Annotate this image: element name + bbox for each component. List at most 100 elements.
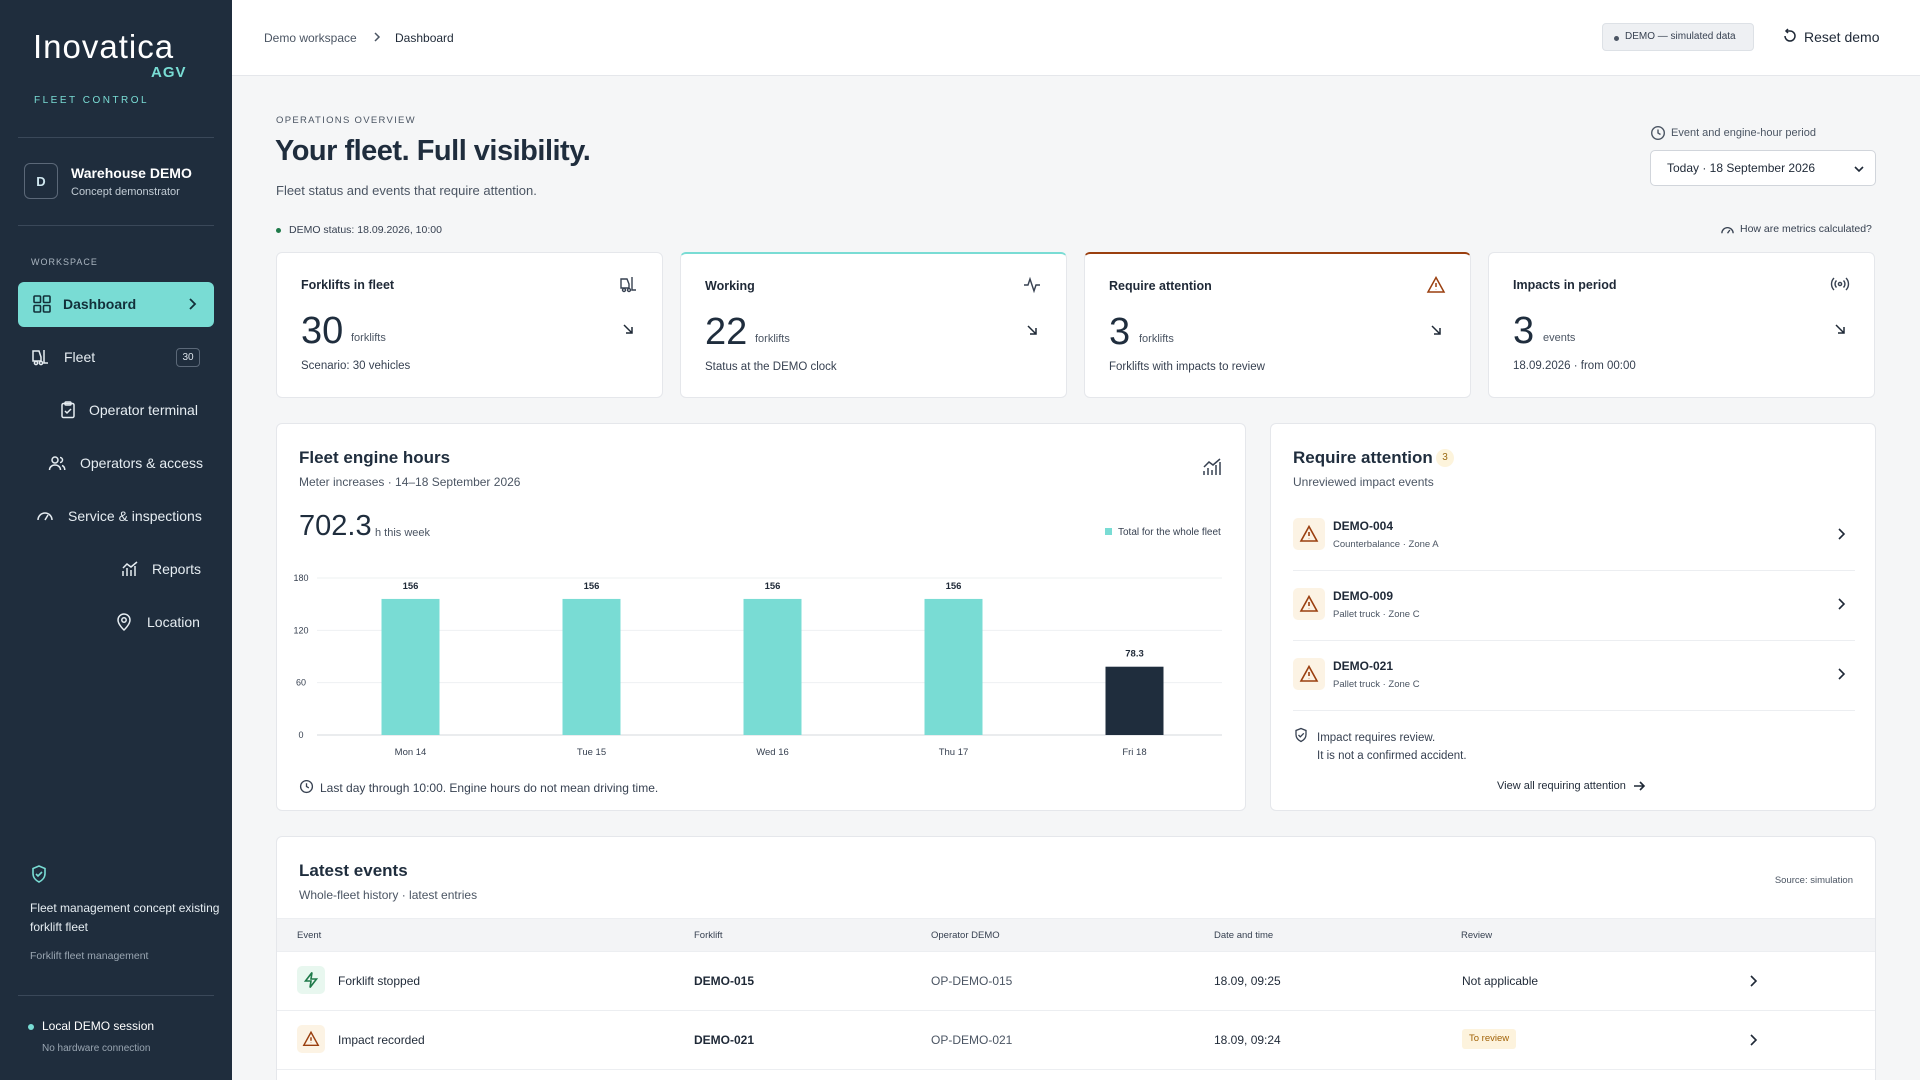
attention-item-subtitle: Pallet truck · Zone C [1333, 679, 1420, 690]
sidebar-item-label: Reports [152, 561, 202, 577]
kpi-unit: forklifts [755, 333, 790, 345]
bar [381, 598, 440, 735]
shield-check-icon [32, 865, 46, 883]
engine-hours-bar-chart: 180 120 60 0 156 Mon 14 156 Tue 15 156 Wed 16 156 T… [293, 573, 1222, 758]
y-tick-label: 60 [296, 678, 306, 688]
engine-hours-unit: h this week [375, 527, 431, 539]
attention-item[interactable]: DEMO-009 Pallet truck · Zone C [1293, 571, 1855, 641]
view-all-attention-label: View all requiring attention [1497, 780, 1626, 792]
attention-disclaimer-line2: It is not a confirmed accident. [1317, 750, 1467, 762]
session-status: Local DEMO session [28, 1019, 154, 1033]
chevron-right-icon [189, 298, 197, 310]
table-row[interactable]: Forklift stopped DEMO-015 OP-DEMO-015 18… [277, 952, 1875, 1011]
sidebar-item-location[interactable]: Location [18, 600, 214, 645]
kpi-title: Forklifts in fleet [301, 278, 395, 292]
users-icon [48, 456, 66, 471]
sidebar-item-fleet[interactable]: Fleet 30 [18, 335, 214, 380]
how-metrics-label: How are metrics calculated? [1740, 223, 1872, 235]
bolt-icon [297, 966, 325, 994]
event-type: Impact recorded [338, 1033, 425, 1047]
workspace-switcher[interactable]: D Warehouse DEMO Concept demonstrator [24, 163, 214, 203]
kpi-title: Require attention [1109, 279, 1212, 293]
engine-hours-subtitle: Meter increases · 14–18 September 2026 [299, 475, 521, 489]
sidebar-item-reports[interactable]: Reports [18, 547, 214, 592]
require-attention-card: Require attention 3 Unreviewed impact ev… [1270, 423, 1876, 811]
legend-swatch [1105, 528, 1112, 535]
warning-icon [1293, 518, 1325, 550]
logo-sub: AGV [151, 64, 187, 81]
kpi-footnote: Forklifts with impacts to review [1109, 361, 1265, 373]
session-label: Local DEMO session [42, 1019, 155, 1033]
sidebar-item-operators-access[interactable]: Operators & access [18, 441, 214, 486]
kpi-footnote: 18.09.2026 · from 00:00 [1513, 360, 1636, 372]
x-tick-label: Tue 15 [577, 747, 606, 758]
status-dot [1614, 36, 1619, 41]
bar-value-label: 156 [765, 581, 781, 592]
kpi-unit: forklifts [1139, 333, 1174, 345]
kpi-card-working[interactable]: Working 22 forklifts Status at the DEMO … [680, 252, 1067, 398]
arrow-down-right-icon [1027, 325, 1037, 335]
arrow-down-right-icon [623, 324, 633, 334]
sidebar-item-dashboard[interactable]: Dashboard [18, 282, 214, 327]
arrow-down-right-icon [1835, 324, 1845, 334]
y-tick-label: 180 [293, 573, 308, 583]
demo-mode-label: DEMO — simulated data [1625, 31, 1736, 42]
page-eyebrow: OPERATIONS OVERVIEW [276, 115, 416, 126]
event-review-status: Not applicable [1462, 974, 1539, 988]
chart-icon [122, 561, 138, 576]
event-type: Forklift stopped [338, 974, 421, 988]
engine-hours-note-text: Last day through 10:00. Engine hours do … [320, 781, 659, 795]
to-review-badge: To review [1462, 1029, 1517, 1049]
y-tick-label: 0 [298, 730, 303, 740]
arrow-right-icon [1633, 781, 1645, 791]
x-tick-label: Thu 17 [939, 747, 969, 758]
demo-status-text: DEMO status: 18.09.2026, 10:00 [289, 224, 442, 236]
view-all-attention-link[interactable]: View all requiring attention [1497, 780, 1645, 792]
chevron-right-icon [374, 32, 381, 42]
sidebar-item-service-inspections[interactable]: Service & inspections [18, 494, 214, 539]
sidebar-item-operator-terminal[interactable]: Operator terminal [18, 388, 214, 433]
divider [18, 995, 214, 996]
engine-hours-title: Fleet engine hours [299, 448, 451, 467]
session-subtext: No hardware connection [42, 1043, 151, 1054]
page-title: Your fleet. Full visibility. [275, 135, 591, 167]
breadcrumb-workspace[interactable]: Demo workspace [264, 31, 357, 45]
table-row[interactable]: Impact recorded DEMO-021 OP-DEMO-021 18.… [277, 1011, 1875, 1070]
sidebar-footer-sub: Forklift fleet management [30, 950, 149, 962]
sidebar-item-label: Dashboard [63, 296, 137, 312]
latest-events-subtitle: Whole-fleet history · latest entries [299, 888, 478, 902]
gauge-icon [1721, 227, 1734, 234]
period-select[interactable]: Today · 18 September 2026 [1650, 150, 1876, 186]
forklift-icon [620, 277, 636, 293]
require-attention-title: Require attention [1293, 448, 1433, 467]
kpi-card-impacts-in-period[interactable]: Impacts in period 3 events 18.09.2026 · … [1488, 252, 1875, 398]
attention-item[interactable]: DEMO-021 Pallet truck · Zone C [1293, 641, 1855, 711]
latest-events-card: Latest events Whole-fleet history · late… [276, 836, 1876, 1080]
attention-item-subtitle: Pallet truck · Zone C [1333, 609, 1420, 620]
logo[interactable]: Inovatica AGV FLEET CONTROL [33, 28, 186, 106]
y-tick-label: 120 [293, 625, 308, 635]
kpi-value: 3 [1513, 310, 1535, 352]
workspace-avatar: D [24, 163, 58, 199]
chevron-right-icon [1838, 668, 1846, 680]
event-operator: OP-DEMO-021 [931, 1033, 1013, 1047]
reset-demo-button[interactable]: Reset demo [1782, 26, 1892, 50]
status-dot [28, 1023, 34, 1030]
attention-item[interactable]: DEMO-004 Counterbalance · Zone A [1293, 501, 1855, 571]
kpi-card-forklifts-in-fleet[interactable]: Forklifts in fleet 30 forklifts Scenario… [276, 252, 663, 398]
pin-icon [117, 613, 131, 632]
sidebar-section-label: WORKSPACE [31, 257, 98, 267]
event-operator: OP-DEMO-015 [931, 974, 1013, 988]
attention-item-subtitle: Counterbalance · Zone A [1333, 539, 1439, 550]
chevron-right-icon [1750, 975, 1758, 987]
chevron-right-icon [1838, 528, 1846, 540]
require-attention-subtitle: Unreviewed impact events [1293, 475, 1434, 489]
kpi-card-require-attention[interactable]: Require attention 3 forklifts Forklifts … [1084, 252, 1471, 398]
column-header: Operator DEMO [931, 930, 1000, 941]
bar [924, 598, 983, 735]
warning-icon [297, 1025, 325, 1053]
bar-value-label: 156 [403, 581, 419, 592]
arrow-down-right-icon [1431, 325, 1441, 335]
warning-icon [1426, 275, 1446, 293]
grid-icon [33, 295, 51, 313]
